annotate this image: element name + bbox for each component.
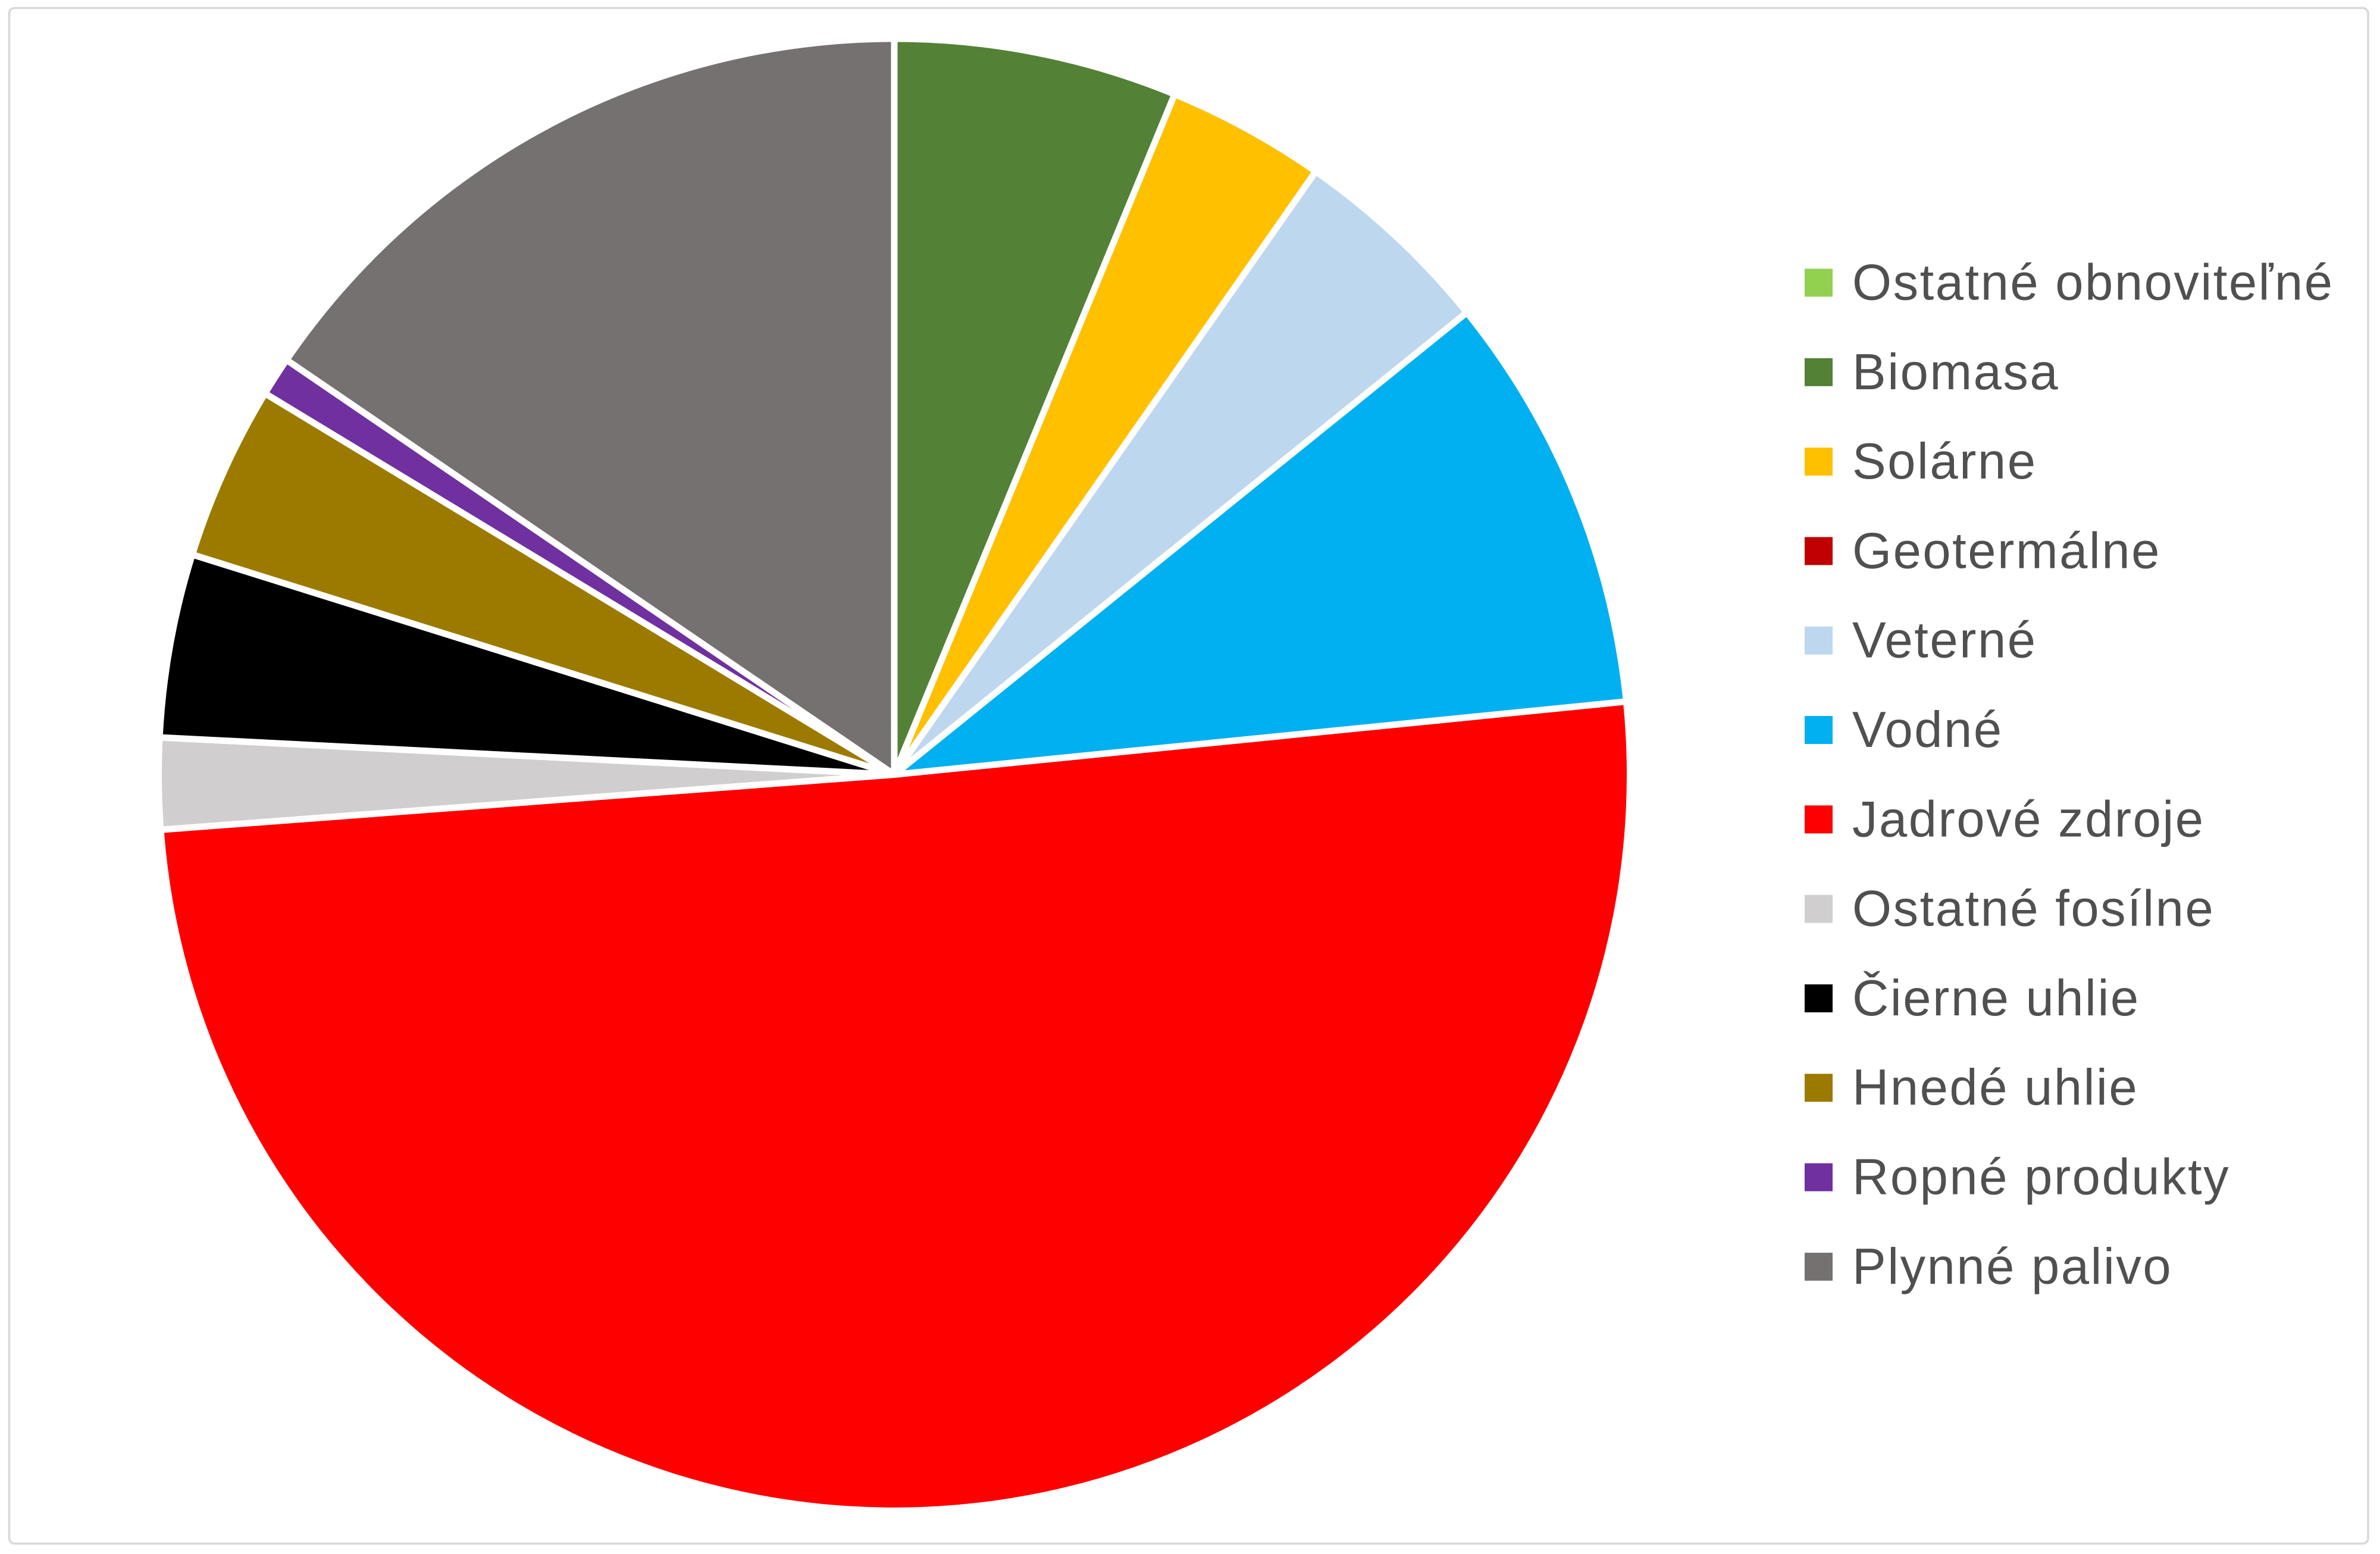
svg-text:Jadrové zdroje: Jadrové zdroje <box>1852 791 2205 848</box>
svg-text:Vodné: Vodné <box>1852 702 2003 758</box>
svg-text:Hnedé uhlie: Hnedé uhlie <box>1852 1059 2138 1116</box>
svg-text:Ropné produkty: Ropné produkty <box>1852 1149 2230 1206</box>
svg-text:Geotermálne: Geotermálne <box>1852 523 2161 579</box>
svg-text:Solárne: Solárne <box>1852 433 2037 490</box>
svg-text:Ostatné obnoviteľné: Ostatné obnoviteľné <box>1852 255 2334 311</box>
svg-text:Plynné palivo: Plynné palivo <box>1852 1239 2172 1295</box>
svg-text:Biomasa: Biomasa <box>1852 344 2059 401</box>
svg-text:Čierne uhlie: Čierne uhlie <box>1852 970 2140 1027</box>
svg-text:Veterné: Veterné <box>1852 612 2037 669</box>
svg-text:Ostatné fosílne: Ostatné fosílne <box>1852 881 2215 937</box>
